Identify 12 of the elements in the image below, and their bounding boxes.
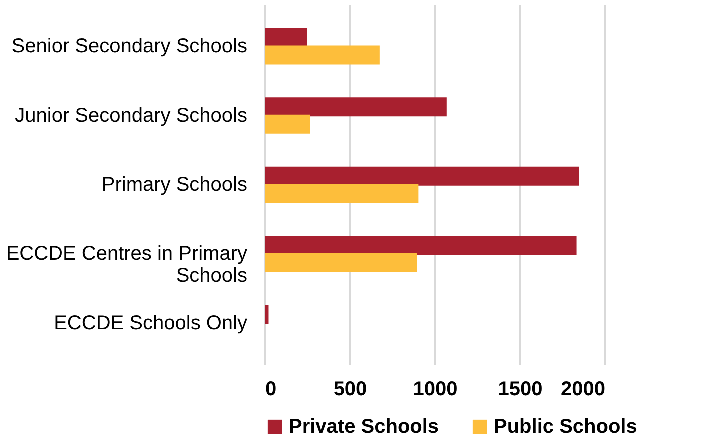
- y-tick-label: Senior Secondary Schools: [12, 36, 248, 58]
- x-tick-label: 1500: [498, 378, 543, 400]
- x-tick-label: 2000: [561, 378, 606, 400]
- y-tick-label: ECCDE Centres in Primary Schools: [6, 243, 248, 288]
- x-tick-label: 0: [266, 378, 277, 400]
- legend-label: Public Schools: [494, 416, 638, 438]
- y-tick-label: ECCDE Schools Only: [54, 312, 248, 334]
- y-tick-label: Junior Secondary Schools: [15, 104, 248, 127]
- x-tick-label: 500: [334, 378, 368, 400]
- x-tick-label: 1000: [413, 378, 458, 400]
- legend-label: Private Schools: [289, 416, 440, 438]
- y-tick-label: Primary Schools: [102, 174, 248, 196]
